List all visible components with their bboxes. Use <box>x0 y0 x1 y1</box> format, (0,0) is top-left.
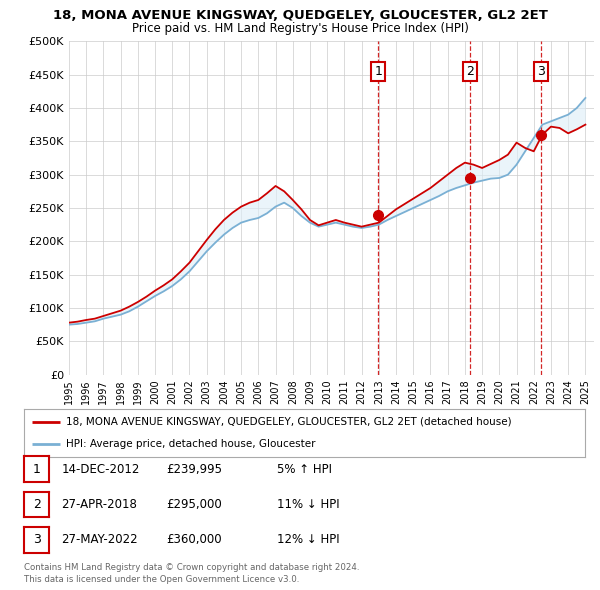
Text: HPI: Average price, detached house, Gloucester: HPI: Average price, detached house, Glou… <box>66 439 316 449</box>
Text: 18, MONA AVENUE KINGSWAY, QUEDGELEY, GLOUCESTER, GL2 2ET: 18, MONA AVENUE KINGSWAY, QUEDGELEY, GLO… <box>53 9 547 22</box>
Text: Contains HM Land Registry data © Crown copyright and database right 2024.: Contains HM Land Registry data © Crown c… <box>24 563 359 572</box>
Text: 3: 3 <box>537 65 545 78</box>
Text: 27-APR-2018: 27-APR-2018 <box>61 498 137 511</box>
Text: 27-MAY-2022: 27-MAY-2022 <box>61 533 138 546</box>
Text: 5% ↑ HPI: 5% ↑ HPI <box>277 463 332 476</box>
Text: 11% ↓ HPI: 11% ↓ HPI <box>277 498 340 511</box>
Text: 14-DEC-2012: 14-DEC-2012 <box>61 463 140 476</box>
Text: 2: 2 <box>32 498 41 511</box>
Text: 3: 3 <box>32 533 41 546</box>
Text: £360,000: £360,000 <box>166 533 222 546</box>
Text: 18, MONA AVENUE KINGSWAY, QUEDGELEY, GLOUCESTER, GL2 2ET (detached house): 18, MONA AVENUE KINGSWAY, QUEDGELEY, GLO… <box>66 417 512 427</box>
Text: 2: 2 <box>466 65 475 78</box>
Text: £295,000: £295,000 <box>166 498 222 511</box>
Text: Price paid vs. HM Land Registry's House Price Index (HPI): Price paid vs. HM Land Registry's House … <box>131 22 469 35</box>
Text: This data is licensed under the Open Government Licence v3.0.: This data is licensed under the Open Gov… <box>24 575 299 584</box>
Text: 12% ↓ HPI: 12% ↓ HPI <box>277 533 340 546</box>
Text: 1: 1 <box>374 65 382 78</box>
Text: £239,995: £239,995 <box>166 463 222 476</box>
Text: 1: 1 <box>32 463 41 476</box>
